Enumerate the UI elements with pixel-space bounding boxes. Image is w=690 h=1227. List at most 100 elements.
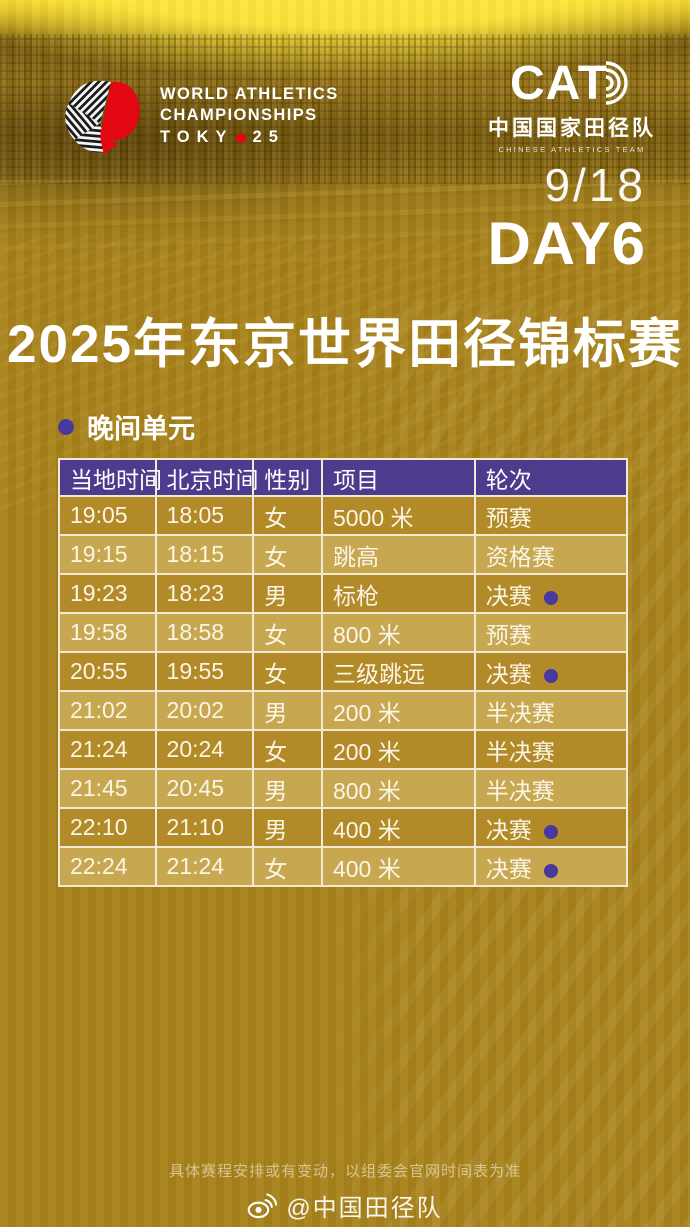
- red-dot-icon: [235, 132, 246, 143]
- col-event: 项目: [320, 458, 476, 497]
- cell-event: 三级跳远: [320, 651, 476, 692]
- final-indicator-icon: [543, 590, 558, 605]
- cell-round: 决赛: [473, 807, 629, 848]
- page-title: 2025年东京世界田径锦标赛: [7, 315, 683, 374]
- credit-handle: @中国田径队: [286, 1195, 443, 1222]
- cell-beijing: 21:24: [154, 846, 255, 887]
- cell-beijing: 18:05: [154, 495, 255, 536]
- cell-event: 5000 米: [320, 495, 476, 536]
- tokyo25-emblem-icon: [65, 80, 140, 155]
- schedule-row: 19:58 18:58 女 800 米 预赛: [58, 612, 629, 653]
- session-label-text: 晚间单元: [87, 414, 195, 444]
- cell-gender: 男: [252, 690, 323, 731]
- cell-local: 22:10: [58, 807, 157, 848]
- wa-logo-text: WORLD ATHLETICS CHAMPIONSHIPS TOKY 25: [160, 84, 339, 148]
- stadium-photo: [0, 0, 690, 320]
- round-text: 预赛: [485, 621, 532, 648]
- round-text: 资格赛: [485, 543, 555, 570]
- wa-tokyo-post: 25: [252, 128, 285, 146]
- schedule-table: 当地时间 北京时间 性别 项目 轮次 19:05 18:05 女 5000 米 …: [58, 458, 629, 887]
- schedule-row: 19:23 18:23 男 标枪 决赛: [58, 573, 629, 614]
- round-text: 半决赛: [485, 699, 555, 726]
- cell-beijing: 18:23: [154, 573, 255, 614]
- final-indicator-icon: [543, 824, 558, 839]
- date-block: 9/18 DAY6: [487, 158, 646, 274]
- cell-local: 21:24: [58, 729, 157, 770]
- cell-local: 21:45: [58, 768, 157, 809]
- cell-round: 决赛: [473, 573, 629, 614]
- track-arcs-icon: [605, 61, 628, 105]
- wa-line2: CHAMPIONSHIPS: [160, 106, 318, 124]
- round-text: 决赛: [485, 816, 532, 843]
- round-text: 决赛: [485, 582, 532, 609]
- cell-gender: 女: [252, 495, 323, 536]
- cell-local: 19:58: [58, 612, 157, 653]
- col-beijing-time: 北京时间: [154, 458, 259, 497]
- session-bullet-icon: [58, 418, 74, 435]
- chinese-athletics-team-logo: CAT 中国国家田径队 CHINESE ATHLETICS TEAM: [488, 60, 656, 155]
- cell-event: 200 米: [320, 690, 476, 731]
- cell-beijing: 20:02: [154, 690, 255, 731]
- disclaimer-text: 具体赛程安排或有变动，以组委会官网时间表为准: [168, 1163, 521, 1180]
- round-text: 决赛: [485, 855, 532, 882]
- cell-event: 400 米: [320, 846, 476, 887]
- header-row: 当地时间 北京时间 性别 项目 轮次: [58, 458, 629, 497]
- cell-beijing: 21:10: [154, 807, 255, 848]
- col-gender: 性别: [252, 458, 323, 497]
- cell-round: 预赛: [473, 612, 629, 653]
- cat-acronym-row: CAT: [488, 60, 656, 108]
- cell-local: 19:15: [58, 534, 157, 575]
- cell-beijing: 19:55: [154, 651, 255, 692]
- cell-beijing: 20:24: [154, 729, 255, 770]
- cell-beijing: 18:15: [154, 534, 255, 575]
- cell-round: 预赛: [473, 495, 629, 536]
- cat-name-cn: 中国国家田径队: [488, 117, 656, 140]
- col-round: 轮次: [473, 458, 629, 497]
- cell-local: 20:55: [58, 651, 157, 692]
- weibo-credit: @中国田径队: [0, 1188, 690, 1223]
- cell-gender: 女: [252, 729, 323, 770]
- schedule-row: 22:24 21:24 女 400 米 决赛: [58, 846, 629, 887]
- schedule-row: 20:55 19:55 女 三级跳远 决赛: [58, 651, 629, 692]
- schedule-row: 21:02 20:02 男 200 米 半决赛: [58, 690, 629, 731]
- cell-local: 21:02: [58, 690, 157, 731]
- cell-gender: 男: [252, 573, 323, 614]
- cell-beijing: 18:58: [154, 612, 255, 653]
- event-day: DAY6: [487, 210, 646, 277]
- cell-round: 半决赛: [473, 768, 629, 809]
- cell-round: 决赛: [473, 651, 629, 692]
- schedule-row: 21:45 20:45 男 800 米 半决赛: [58, 768, 629, 809]
- cell-gender: 女: [252, 846, 323, 887]
- cell-event: 200 米: [320, 729, 476, 770]
- schedule-row: 22:10 21:10 男 400 米 决赛: [58, 807, 629, 848]
- weibo-icon: [248, 1193, 278, 1219]
- round-text: 预赛: [485, 504, 532, 531]
- cell-round: 资格赛: [473, 534, 629, 575]
- cell-round: 半决赛: [473, 690, 629, 731]
- cell-local: 22:24: [58, 846, 157, 887]
- cell-event: 800 米: [320, 768, 476, 809]
- cell-event: 标枪: [320, 573, 476, 614]
- wa-line3: TOKY 25: [160, 127, 339, 148]
- world-athletics-tokyo25-logo: WORLD ATHLETICS CHAMPIONSHIPS TOKY 25: [54, 68, 339, 164]
- cell-round: 半决赛: [473, 729, 629, 770]
- cell-gender: 男: [252, 768, 323, 809]
- schedule-row: 19:05 18:05 女 5000 米 预赛: [58, 495, 629, 536]
- event-date: 9/18: [544, 159, 646, 211]
- round-text: 半决赛: [485, 777, 555, 804]
- cell-gender: 男: [252, 807, 323, 848]
- cell-gender: 女: [252, 534, 323, 575]
- round-text: 决赛: [485, 660, 532, 687]
- schedule-row: 21:24 20:24 女 200 米 半决赛: [58, 729, 629, 770]
- photo-fade-overlay: [0, 0, 690, 320]
- cell-gender: 女: [252, 612, 323, 653]
- schedule-header: 当地时间 北京时间 性别 项目 轮次: [58, 458, 629, 497]
- cell-gender: 女: [252, 651, 323, 692]
- session-label: 晚间单元: [58, 407, 195, 446]
- round-text: 半决赛: [485, 738, 555, 765]
- cell-round: 决赛: [473, 846, 629, 887]
- wa-tokyo-pre: TOKY: [160, 128, 234, 146]
- cell-event: 跳高: [320, 534, 476, 575]
- wa-line1: WORLD ATHLETICS: [160, 85, 339, 103]
